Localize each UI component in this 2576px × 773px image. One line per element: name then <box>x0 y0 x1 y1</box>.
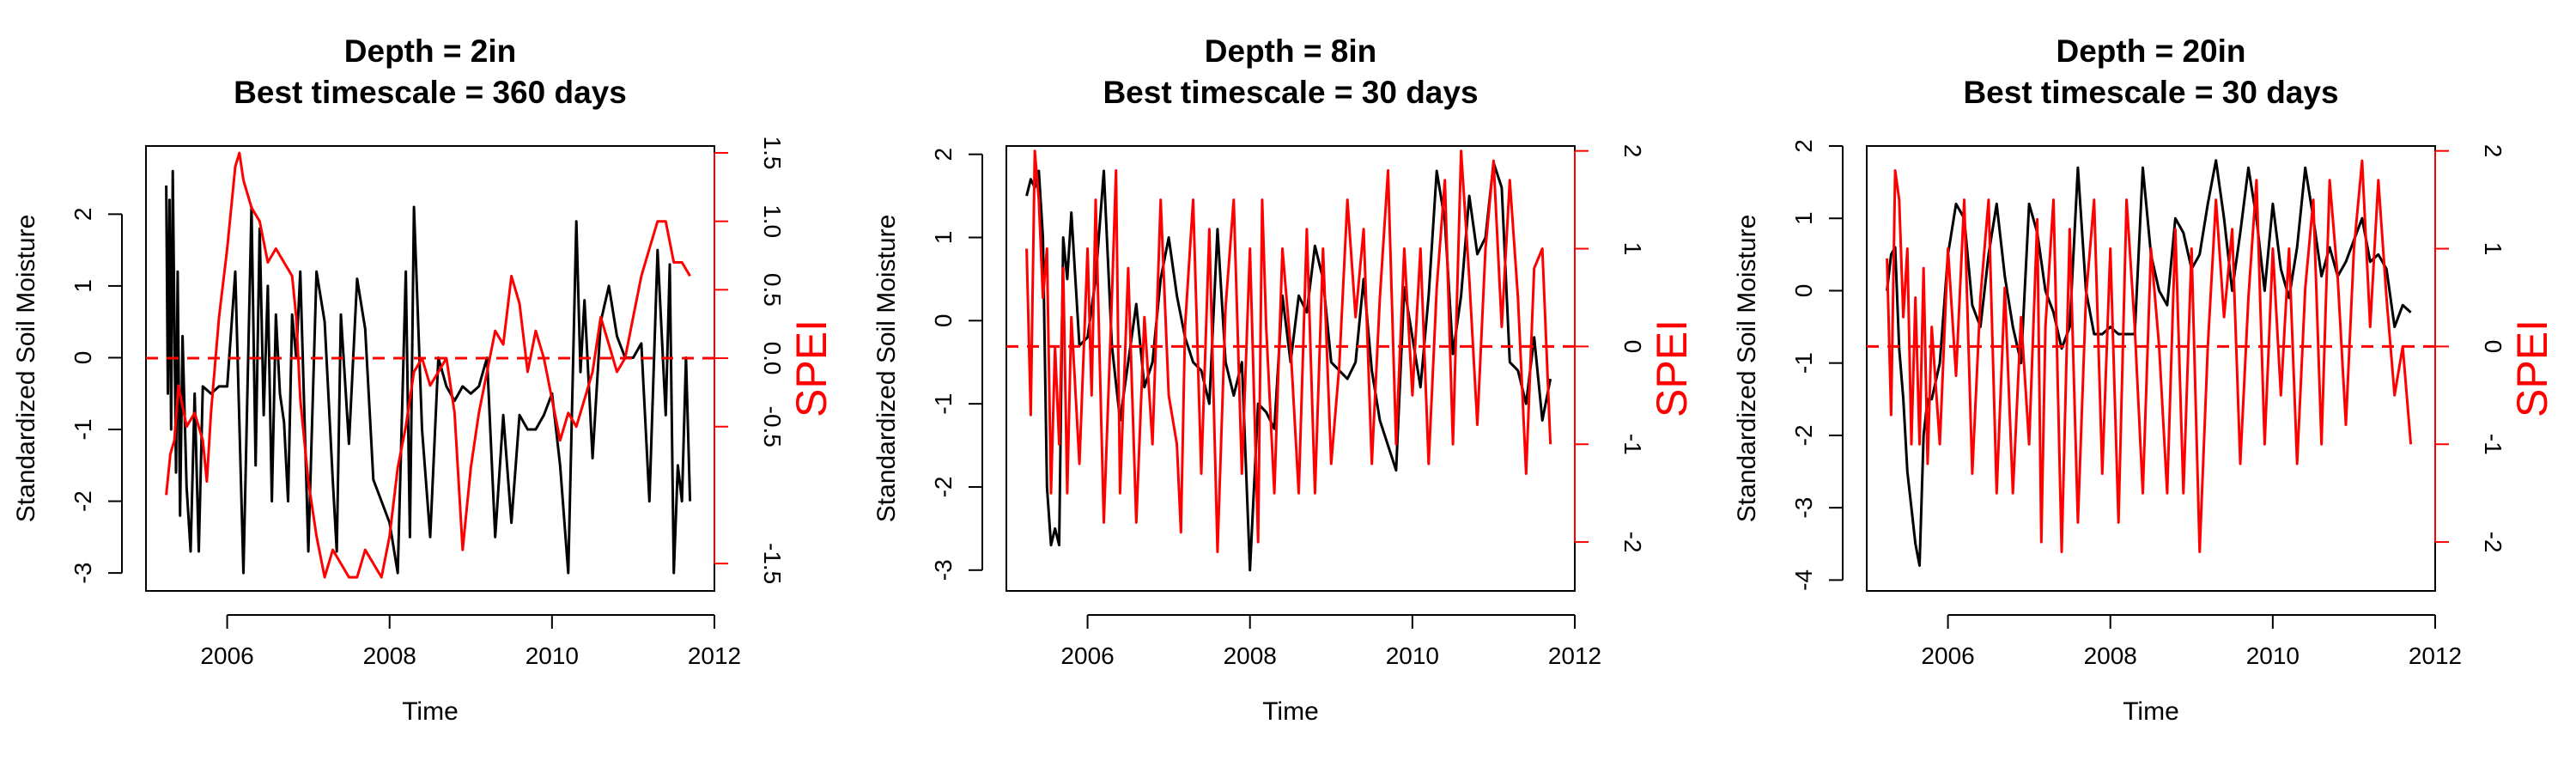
y2-tick-label: -1 <box>1619 434 1646 455</box>
y2-tick-label: -0.5 <box>759 406 786 447</box>
plot-box <box>1866 145 2436 592</box>
spei-series-line <box>165 151 691 579</box>
chart-title-line1: Depth = 20in <box>2056 33 2245 69</box>
y2-tick-label: 0 <box>1619 340 1646 354</box>
y-axis-right: -1.5 -0.5 0.0 0.5 1.0 1.5 <box>714 137 786 584</box>
y2-tick-label: 0.5 <box>759 273 786 307</box>
y2-tick-label: -1.5 <box>759 543 786 584</box>
chart-title-line1: Depth = 8in <box>1205 33 1376 69</box>
x-tick-label: 2012 <box>2409 642 2462 669</box>
chart-title-line2: Best timescale = 30 days <box>1103 75 1478 110</box>
y-tick-label: -3 <box>70 563 96 584</box>
y2-tick-label: 1 <box>2480 242 2506 256</box>
x-tick-label: 2012 <box>1548 642 1601 669</box>
y2-tick-label: 1 <box>1619 242 1646 256</box>
chart-title-line2: Best timescale = 30 days <box>1963 75 2338 110</box>
y-tick-label: -4 <box>1790 569 1817 591</box>
panel-depth-2in: Depth = 2in Best timescale = 360 days 2006… <box>12 33 835 726</box>
y-tick-label: 1 <box>1790 211 1817 225</box>
y-tick-label: 0 <box>70 351 96 365</box>
y-tick-label: -3 <box>1790 497 1817 519</box>
chart-title-line1: Depth = 2in <box>344 33 516 69</box>
y-axis-label: Standardized Soil Moisture <box>872 215 901 523</box>
y2-tick-label: 2 <box>1619 144 1646 158</box>
y-axis-left: -4 -3 -2 -1 0 1 2 <box>1790 139 1844 591</box>
soil-moisture-series-line <box>165 169 692 575</box>
y2-tick-label: -1 <box>2480 434 2506 455</box>
x-axis: 2006 2008 2010 2012 <box>1921 614 2462 669</box>
soil-moisture-series-line <box>1886 159 2412 567</box>
y2-axis-label: SPEI <box>2508 320 2556 417</box>
y2-tick-label: 1.5 <box>759 137 786 170</box>
x-tick-label: 2010 <box>526 642 579 669</box>
y-tick-label: -1 <box>1790 352 1817 374</box>
x-axis-label: Time <box>402 697 459 726</box>
y-axis-left: -3 -2 -1 0 1 2 <box>930 148 983 581</box>
x-tick-label: 2008 <box>1224 642 1277 669</box>
y-tick-label: -2 <box>930 477 957 498</box>
x-tick-label: 2006 <box>1060 642 1114 669</box>
y-tick-label: 1 <box>930 231 957 245</box>
y-tick-label: -2 <box>70 490 96 512</box>
y-axis-label: Standardized Soil Moisture <box>12 215 40 523</box>
x-tick-label: 2006 <box>200 642 253 669</box>
y2-axis-label: SPEI <box>1648 320 1696 417</box>
y-tick-label: -3 <box>930 559 957 581</box>
x-tick-label: 2008 <box>2084 642 2137 669</box>
y2-tick-label: -2 <box>1619 532 1646 553</box>
spei-series-line <box>1886 159 2413 553</box>
y-axis-right: -2 -1 0 1 2 <box>1574 144 1646 553</box>
y-tick-label: -1 <box>930 393 957 415</box>
y-tick-label: 0 <box>1790 284 1817 298</box>
y-axis-left: -3 -2 -1 0 1 2 <box>70 208 123 584</box>
y-tick-label: 1 <box>70 279 96 293</box>
x-tick-label: 2006 <box>1921 642 1974 669</box>
x-axis-label: Time <box>2123 697 2179 726</box>
x-axis-label: Time <box>1262 697 1319 726</box>
x-axis: 2006 2008 2010 2012 <box>1060 614 1601 669</box>
y-axis-label: Standardized Soil Moisture <box>1733 215 1761 523</box>
y2-tick-label: 0 <box>2480 340 2506 354</box>
x-tick-label: 2008 <box>363 642 416 669</box>
y2-tick-label: 0.0 <box>759 342 786 375</box>
x-tick-label: 2012 <box>688 642 741 669</box>
y2-axis-label: SPEI <box>787 320 835 417</box>
y-tick-label: -2 <box>1790 424 1817 446</box>
y-tick-label: 2 <box>930 148 957 161</box>
y-tick-label: 2 <box>1790 139 1817 153</box>
panel-depth-20in: Depth = 20in Best timescale = 30 days 2006… <box>1733 33 2556 726</box>
y-tick-label: 0 <box>930 314 957 328</box>
chart-title-line2: Best timescale = 360 days <box>234 75 627 110</box>
y2-tick-label: 1.0 <box>759 204 786 238</box>
y-tick-label: -1 <box>70 419 96 441</box>
y2-tick-label: -2 <box>2480 532 2506 553</box>
spei-series-line <box>1025 149 1552 553</box>
y2-tick-label: 2 <box>2480 144 2506 158</box>
y-axis-right: -2 -1 0 1 2 <box>2434 144 2506 553</box>
y-tick-label: 2 <box>70 208 96 222</box>
x-tick-label: 2010 <box>1386 642 1439 669</box>
x-tick-label: 2010 <box>2246 642 2300 669</box>
x-axis: 2006 2008 2010 2012 <box>200 614 741 669</box>
